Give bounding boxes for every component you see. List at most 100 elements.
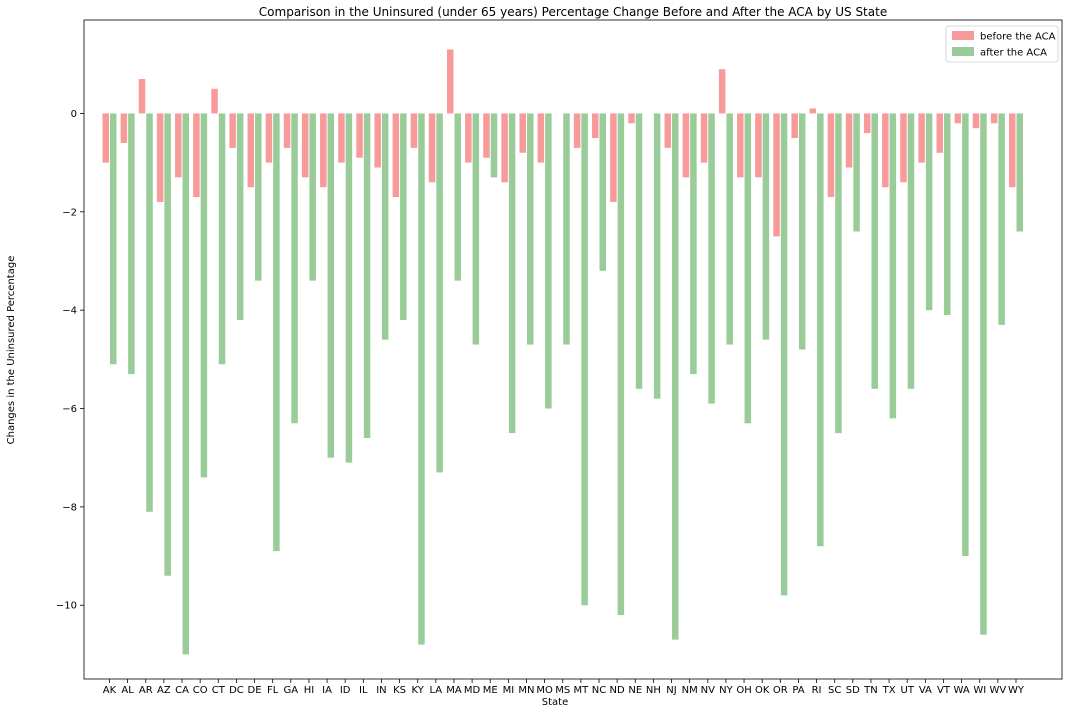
x-tick-label-mt: MT: [574, 685, 590, 696]
bar-before-co: [193, 113, 200, 198]
bar-after-vt: [943, 113, 951, 316]
bar-after-sc: [835, 113, 842, 434]
bar-before-mt: [573, 113, 581, 148]
bar-before-wa: [954, 113, 962, 124]
bar-after-ma: [454, 113, 461, 281]
bar-after-or: [780, 113, 788, 596]
bar-after-la: [436, 113, 443, 473]
bar-before-nj: [664, 113, 672, 148]
bar-after-mt: [581, 113, 588, 606]
bar-after-mn: [526, 113, 534, 345]
bar-before-ri: [809, 108, 817, 114]
bar-before-fl: [265, 113, 273, 163]
bar-after-ny: [726, 113, 733, 345]
x-tick-label-ak: AK: [103, 685, 117, 696]
bar-after-in: [381, 113, 389, 340]
bar-after-ca: [182, 113, 190, 655]
bar-before-id: [338, 113, 345, 163]
x-tick-label-in: IN: [376, 685, 386, 696]
bar-after-pa: [798, 113, 806, 350]
bar-before-pa: [791, 113, 798, 139]
bar-after-de: [255, 113, 262, 281]
bar-after-mi: [508, 113, 516, 434]
bar-before-ga: [283, 113, 291, 148]
y-tick-label: −6: [62, 404, 77, 415]
bar-after-fl: [273, 113, 280, 552]
x-tick-label-ia: IA: [322, 685, 332, 696]
bar-after-ut: [907, 113, 915, 389]
bar-before-sc: [827, 113, 835, 198]
bar-before-md: [465, 113, 472, 163]
x-tick-label-wi: WI: [973, 685, 986, 696]
bar-before-ky: [410, 113, 418, 148]
bar-before-ma: [446, 49, 454, 114]
x-tick-label-ca: CA: [175, 685, 189, 696]
y-axis-label: Changes in the Uninsured Percentage: [6, 256, 17, 445]
bar-after-ia: [327, 113, 335, 458]
bar-after-va: [925, 113, 933, 311]
x-tick-label-sd: SD: [846, 685, 860, 696]
bar-after-nj: [672, 113, 679, 640]
x-tick-label-va: VA: [919, 685, 932, 696]
x-tick-label-wv: WV: [990, 685, 1007, 696]
x-tick-label-nh: NH: [646, 685, 661, 696]
bar-before-al: [120, 113, 128, 143]
bar-before-sd: [845, 113, 853, 168]
bar-after-al: [128, 113, 135, 375]
bar-before-va: [918, 113, 925, 163]
bar-before-tn: [863, 113, 871, 134]
x-tick-label-ok: OK: [755, 685, 770, 696]
bar-after-il: [363, 113, 371, 439]
x-tick-label-nc: NC: [592, 685, 606, 696]
legend: before the ACA after the ACA: [945, 25, 1059, 63]
legend-swatch-before: [952, 31, 974, 40]
x-tick-label-id: ID: [340, 685, 351, 696]
bar-before-az: [156, 113, 164, 202]
bar-after-ks: [400, 113, 407, 320]
bar-before-ks: [392, 113, 400, 198]
x-tick-label-ut: UT: [901, 685, 915, 696]
x-tick-label-mo: MO: [536, 685, 553, 696]
bar-after-mo: [545, 113, 552, 409]
bar-before-ct: [211, 88, 218, 114]
x-tick-label-fl: FL: [267, 685, 279, 696]
bar-after-tn: [871, 113, 878, 389]
bar-before-oh: [737, 113, 744, 178]
x-tick-label-ga: GA: [284, 685, 299, 696]
bar-after-nc: [599, 113, 607, 271]
bar-before-me: [483, 113, 490, 158]
bar-before-ok: [755, 113, 762, 178]
bar-before-ny: [718, 69, 726, 114]
x-axis-label: State: [542, 697, 568, 708]
x-tick-label-wa: WA: [954, 685, 970, 696]
x-tick-label-oh: OH: [736, 685, 751, 696]
x-tick-label-ne: NE: [628, 685, 642, 696]
x-tick-label-wy: WY: [1008, 685, 1025, 696]
x-tick-label-nj: NJ: [666, 685, 676, 696]
bar-before-wv: [990, 113, 998, 124]
x-tick-label-nv: NV: [701, 685, 715, 696]
bar-after-ky: [418, 113, 425, 645]
bar-before-la: [428, 113, 436, 183]
x-tick-label-ks: KS: [393, 685, 406, 696]
x-tick-label-ma: MA: [446, 685, 462, 696]
bar-before-dc: [229, 113, 236, 148]
x-tick-label-il: IL: [359, 685, 368, 696]
legend-swatch-after: [952, 47, 974, 56]
x-tick-label-ms: MS: [555, 685, 570, 696]
bar-after-oh: [744, 113, 752, 424]
bar-before-ca: [175, 113, 182, 178]
chart-title: Comparison in the Uninsured (under 65 ye…: [259, 5, 887, 19]
y-tick-label: −2: [62, 207, 77, 218]
x-tick-label-mi: MI: [503, 685, 515, 696]
bar-after-ok: [762, 113, 770, 340]
x-axis-ticks: AK AL AR AZ CA CO CT DC DE FL GA HI IA ID IL IN KS KY LA MA…: [103, 679, 1025, 696]
bar-after-wa: [962, 113, 969, 557]
bar-before-de: [247, 113, 255, 188]
bar-after-az: [164, 113, 171, 576]
bar-after-nd: [617, 113, 625, 616]
x-tick-label-az: AZ: [157, 685, 171, 696]
x-tick-label-hi: HI: [304, 685, 314, 696]
bar-before-in: [374, 113, 381, 168]
